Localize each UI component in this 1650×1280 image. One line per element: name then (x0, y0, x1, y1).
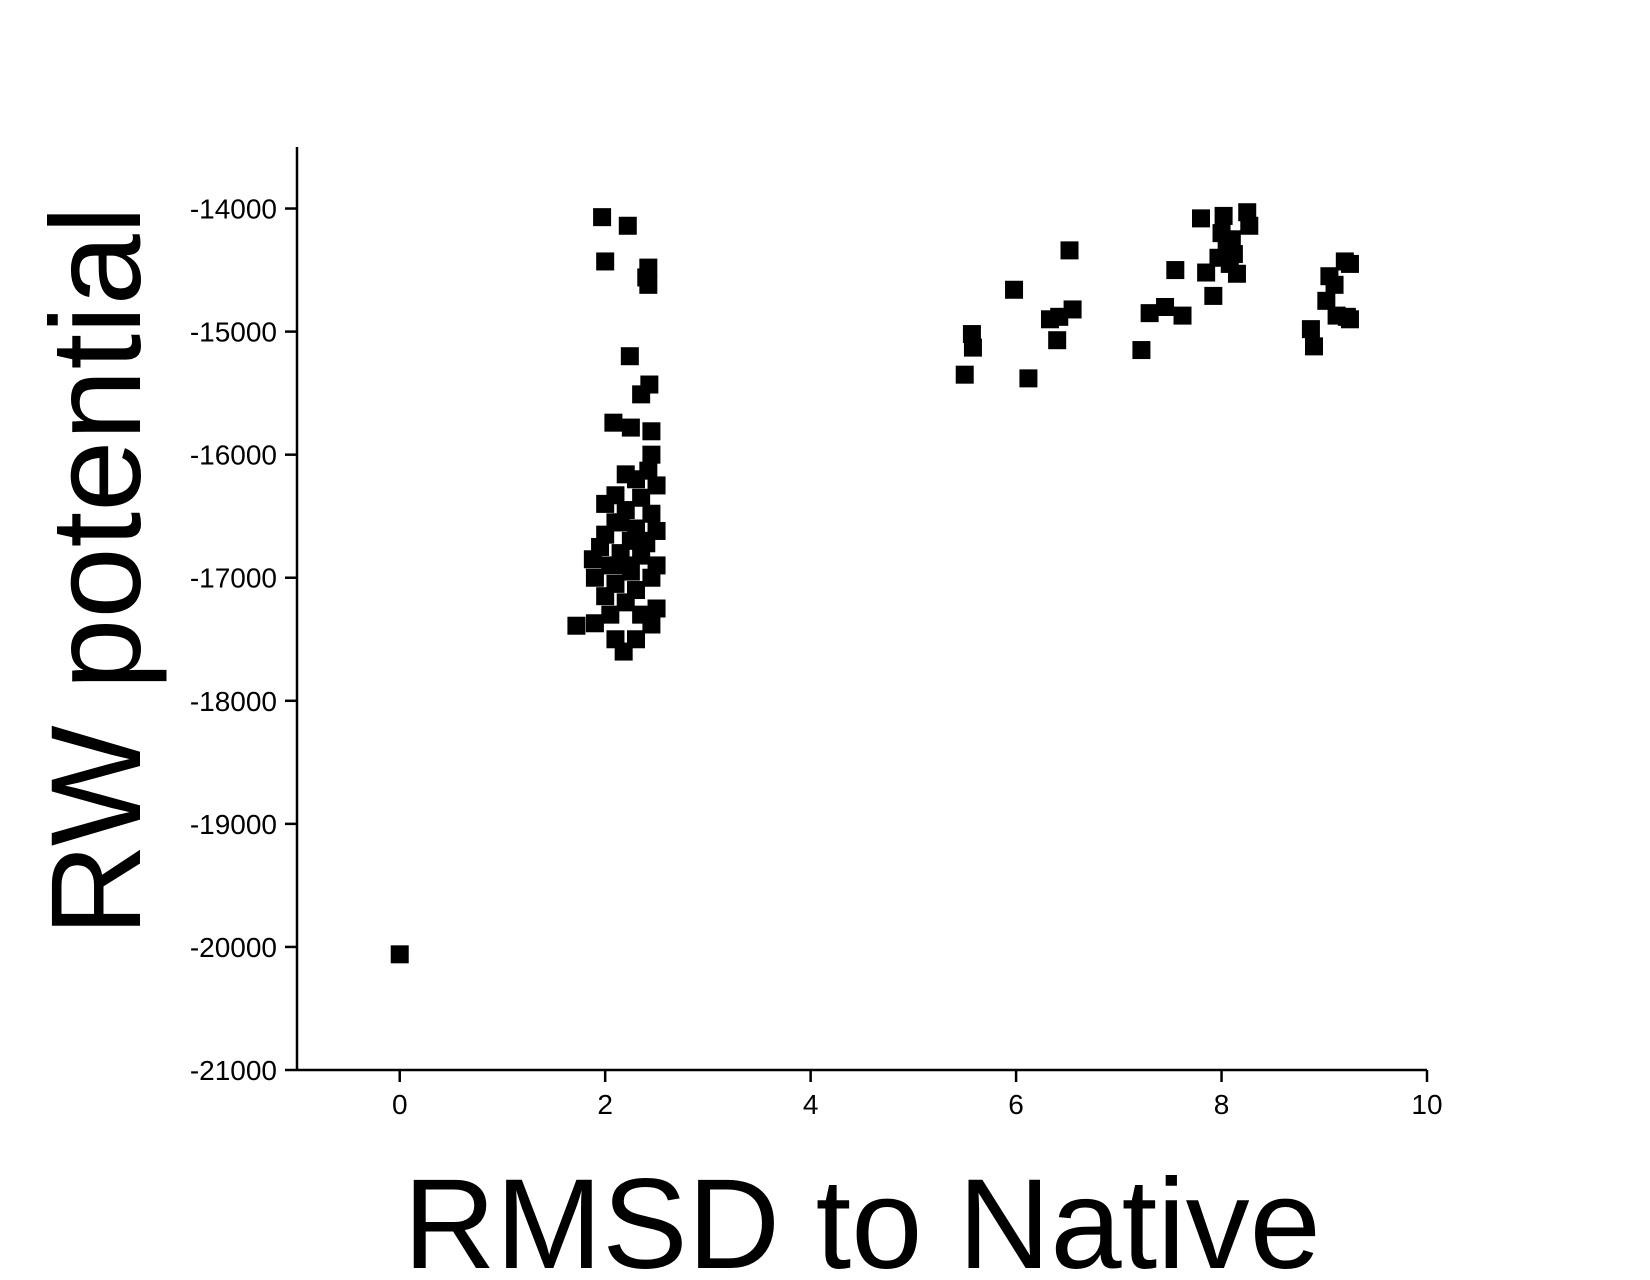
point (632, 546, 651, 565)
point (962, 325, 981, 344)
point (614, 642, 633, 661)
point (1204, 286, 1223, 305)
point (596, 252, 615, 271)
point (642, 445, 661, 464)
point (1214, 206, 1233, 225)
point (639, 275, 658, 294)
point (1301, 320, 1320, 339)
y-tick-label: -16000 (190, 440, 277, 471)
y-tick-label: -19000 (190, 809, 277, 840)
point (642, 422, 661, 441)
x-axis-title: RMSD to Native (403, 1153, 1321, 1275)
point (1240, 216, 1259, 235)
y-tick-label: -15000 (190, 317, 277, 348)
point (1317, 291, 1336, 310)
point (632, 488, 651, 507)
x-tick-label: 8 (1214, 1089, 1230, 1120)
point (1063, 300, 1082, 319)
point (1005, 280, 1024, 299)
point (1325, 275, 1344, 294)
point (1048, 331, 1067, 350)
point (601, 605, 620, 624)
x-tick-label: 6 (1008, 1089, 1024, 1120)
point (642, 568, 661, 587)
point (1019, 369, 1038, 388)
point (390, 945, 409, 964)
point (647, 476, 666, 495)
point (593, 208, 612, 227)
y-tick-label: -21000 (190, 1055, 277, 1086)
point (963, 338, 982, 357)
point (1224, 245, 1243, 264)
point (642, 615, 661, 634)
point (1166, 261, 1185, 280)
point (642, 504, 661, 523)
point (621, 418, 640, 437)
x-tick-label: 2 (597, 1089, 613, 1120)
point (1340, 254, 1359, 273)
point (567, 616, 586, 635)
point (618, 216, 637, 235)
point (632, 385, 651, 404)
y-tick-label: -17000 (190, 563, 277, 594)
x-tick-label: 0 (392, 1089, 408, 1120)
point (1340, 310, 1359, 329)
point (583, 550, 602, 569)
point (585, 568, 604, 587)
point (601, 556, 620, 575)
point (1140, 304, 1159, 323)
point (1197, 263, 1216, 282)
point (1305, 337, 1323, 356)
point (1173, 306, 1192, 325)
point (585, 614, 604, 633)
point (647, 599, 666, 618)
y-axis-title: RW potential (25, 206, 168, 936)
y-tick-label: -18000 (190, 686, 277, 717)
point (955, 365, 974, 384)
point (596, 587, 615, 606)
y-tick-label: -20000 (190, 932, 277, 963)
point (596, 494, 615, 513)
point (616, 593, 635, 612)
point (620, 347, 639, 366)
x-tick-label: 4 (803, 1089, 819, 1120)
point (632, 531, 651, 550)
point (1222, 230, 1241, 249)
point (1238, 203, 1257, 222)
point (1227, 264, 1246, 283)
x-tick-label: 10 (1411, 1089, 1442, 1120)
point (1060, 241, 1079, 260)
point (604, 413, 623, 432)
point (1132, 341, 1151, 360)
point (1192, 209, 1210, 228)
point (627, 470, 645, 489)
point (616, 556, 635, 575)
y-tick-label: -14000 (190, 194, 277, 225)
point (1156, 297, 1175, 316)
point (611, 513, 630, 532)
